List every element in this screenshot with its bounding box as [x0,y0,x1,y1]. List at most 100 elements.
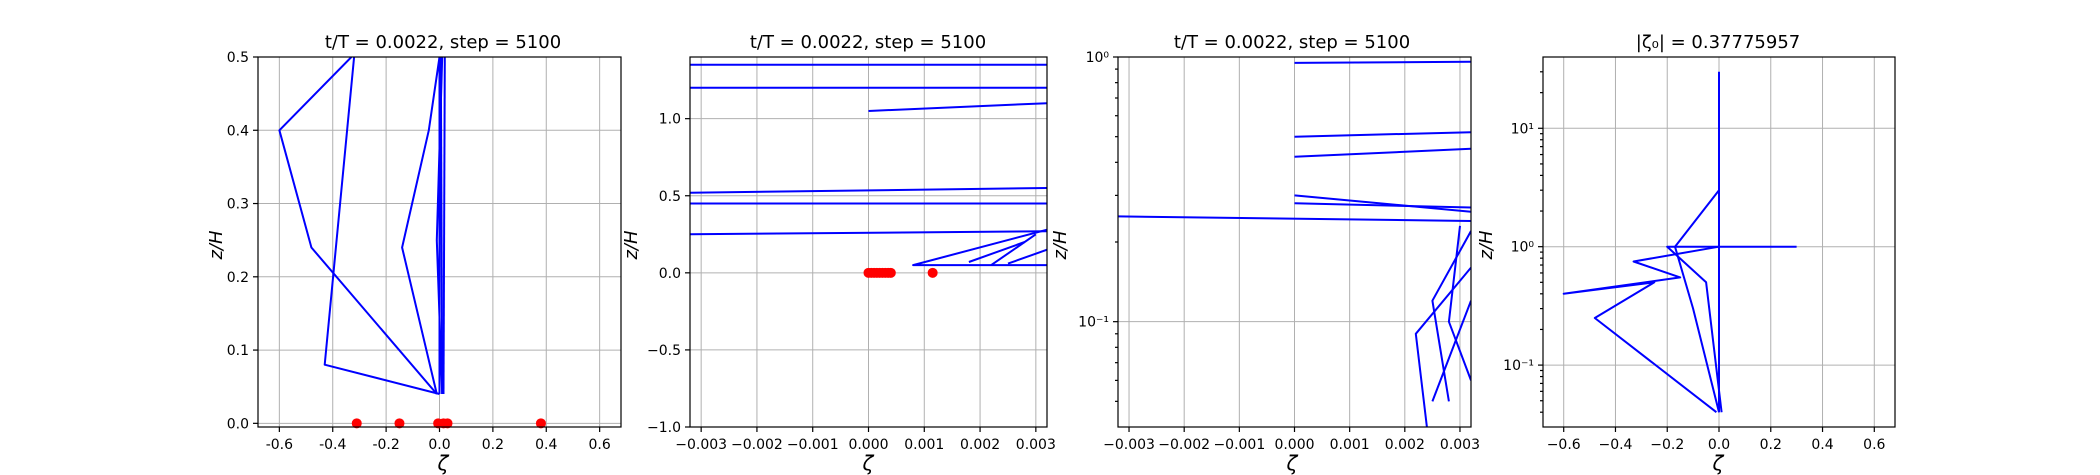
data-series-line [1294,60,1471,64]
data-series-line [1431,230,1471,402]
data-series-line [278,57,438,395]
subplot-2-ylabel: z/H [621,230,642,261]
data-series-line [1294,147,1471,158]
y-tick-label: 0.4 [227,123,249,139]
x-tick-label: -0.6 [266,437,293,453]
y-tick-label: 10⁰ [1511,240,1535,256]
x-tick-label: 0.002 [960,437,1000,453]
series-group [1118,60,1471,427]
subplot-4-plot-area: −0.6 −0.4 −0.2 0.0 0.2 0.4 0.6 10⁻¹ 10⁰ 10¹ [1503,56,1896,453]
subplot-2-plot-area: −0.003 −0.002 −0.001 0.000 0.001 0.002 0.003 −1… [647,56,1056,453]
subplot-2-xlabel: ζ [862,451,875,475]
data-series-line [1666,245,1797,413]
subplot-3-ylabel: z/H [1050,230,1071,261]
x-tick-label: -0.2 [372,437,399,453]
y-tick-label: 10⁰ [1086,50,1110,66]
subplot-1-title: t/T = 0.0022, step = 5100 [325,32,561,53]
series-group [278,57,446,395]
axes-frame [257,56,622,428]
data-point [927,267,938,278]
x-tick-label: −0.003 [675,437,727,453]
subplot-1-ylabel: z/H [206,230,227,261]
x-tick-label: −0.002 [731,437,783,453]
axes-frame [1117,56,1472,428]
x-tick-label: −0.001 [787,437,839,453]
data-series-line [401,57,441,395]
x-tick-label: −0.2 [1650,437,1684,453]
data-series-line [912,228,1047,267]
x-tick-label: 0.0 [428,437,450,453]
data-series-line [990,233,1037,266]
subplot-4-ylabel: z/H [1476,230,1497,261]
data-series-line [442,57,446,395]
y-tick-label: 1.0 [659,112,681,128]
y-tick-label: −1.0 [647,420,681,436]
x-tick-label: 0.2 [1760,437,1782,453]
x-tick-label: 0.002 [1385,437,1425,453]
x-tick-label: 0.003 [1440,437,1480,453]
y-tick-label: 0.0 [659,266,681,282]
x-tick-label: 0.001 [904,437,944,453]
subplot-1-xlabel: ζ [437,451,450,475]
x-tick-label: −0.6 [1547,437,1581,453]
y-tick-label: 10⁻¹ [1078,315,1109,331]
y-tick-label: 10⁻¹ [1503,358,1534,374]
subplot-4-xlabel: ζ [1712,451,1725,475]
data-series-line [690,230,1047,236]
data-point [442,418,453,429]
data-series-line [1674,189,1720,413]
x-tick-label: 0.4 [1811,437,1833,453]
x-tick-label: 0.000 [1274,437,1314,453]
subplot-1-plot-area: -0.6 -0.4 -0.2 0.0 0.2 0.4 0.6 0.0 0.1 0.2 0.3 0.4 0… [227,50,622,453]
data-point [885,267,896,278]
data-series-line [1294,194,1471,213]
subplot-3-title: t/T = 0.0022, step = 5100 [1174,32,1410,53]
series-group [690,63,1047,267]
subplot-4: |ζ₀| = 0.37775957 ζ z/H −0.6 −0.4 −0.2 0.0 0… [1476,32,1896,475]
y-tick-label: 0.0 [227,416,249,432]
data-series-line [690,187,1047,194]
axes-frame [689,56,1048,428]
data-point [394,418,405,429]
data-point [351,418,362,429]
data-series-line [1118,215,1471,222]
subplot-3-xlabel: ζ [1286,451,1299,475]
y-tick-label: 0.1 [227,343,249,359]
data-series-line [1294,202,1471,209]
data-series-line [1431,300,1471,402]
y-tick-label: 0.2 [227,270,249,286]
series-group [1562,71,1797,413]
y-tick-label: 0.5 [659,189,681,205]
data-series-line [1562,245,1720,413]
subplot-1: t/T = 0.0022, step = 5100 ζ z/H -0.6 -0.4… [206,32,622,475]
subplot-4-title: |ζ₀| = 0.37775957 [1636,32,1800,53]
data-series-line [968,241,1026,263]
y-tick-label: −0.5 [647,343,681,359]
y-tick-label: 10¹ [1511,121,1534,137]
x-tick-label: 0.4 [535,437,557,453]
axes-frame [1542,56,1896,428]
subplot-3-plot-area: −0.003 −0.002 −0.001 0.000 0.001 0.002 0.003 10… [1078,50,1480,453]
x-tick-label: −0.001 [1213,437,1265,453]
x-tick-label: −0.002 [1158,437,1210,453]
x-tick-label: 0.000 [848,437,888,453]
subplot-3: t/T = 0.0022, step = 5100 ζ z/H −0.003 −0… [1050,32,1480,475]
x-tick-label: 0.2 [482,437,504,453]
x-tick-label: 0.6 [589,437,611,453]
x-tick-label: 0.003 [1016,437,1056,453]
data-series-line [868,102,1047,112]
data-series-line [1007,248,1047,265]
y-tick-label: 0.3 [227,197,249,213]
x-tick-label: −0.4 [1598,437,1632,453]
data-series-line [439,57,444,395]
x-tick-label: 0.6 [1863,437,1885,453]
subplot-2-title: t/T = 0.0022, step = 5100 [750,32,986,53]
x-tick-label: 0.001 [1330,437,1370,453]
data-point [535,418,546,429]
x-tick-label: 0.0 [1708,437,1730,453]
subplot-2: t/T = 0.0022, step = 5100 ζ z/H −0.003 −0… [621,32,1056,475]
x-tick-label: −0.003 [1103,437,1155,453]
data-series-line [323,57,440,395]
x-tick-label: -0.4 [319,437,346,453]
data-series-line [1414,266,1471,427]
